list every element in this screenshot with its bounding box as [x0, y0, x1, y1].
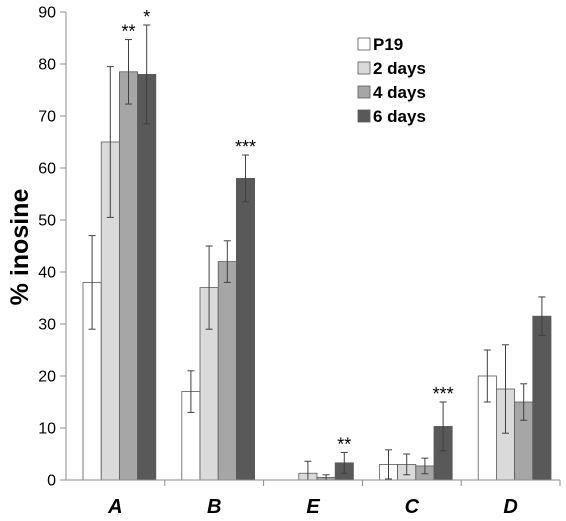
y-tick-label: 70 — [38, 109, 56, 126]
significance-label: ** — [121, 22, 135, 42]
y-tick-label: 30 — [38, 317, 56, 334]
x-category-label: A — [107, 496, 122, 518]
legend-label: 4 days — [373, 83, 426, 102]
legend-swatch — [357, 37, 371, 51]
error-bars — [88, 24, 546, 481]
significance-label: *** — [235, 137, 256, 157]
legend-swatch — [357, 85, 371, 99]
bar-4-days-b — [217, 261, 237, 481]
y-tick-label: 50 — [38, 213, 56, 230]
legend-swatch — [357, 61, 371, 75]
y-tick-label: 10 — [38, 421, 56, 438]
legend-label: 2 days — [373, 59, 426, 78]
y-tick-label: 90 — [38, 5, 56, 22]
legend-label: 6 days — [373, 107, 426, 126]
bar-4-days-a — [119, 71, 139, 481]
y-tick-label: 60 — [38, 161, 56, 178]
x-category-label: D — [503, 496, 517, 518]
y-tick-label: 20 — [38, 369, 56, 386]
legend-label: P19 — [373, 35, 403, 54]
y-axis-title-group: % inosine — [6, 189, 34, 306]
legend: P19 2 days 4 days 6 days — [357, 35, 426, 126]
significance-label: *** — [433, 384, 454, 404]
bar-6-days-a — [137, 74, 157, 481]
x-category-label: E — [306, 496, 320, 518]
x-category-label: B — [207, 496, 221, 518]
y-tick-label: 80 — [38, 57, 56, 74]
legend-swatch — [357, 109, 371, 123]
y-tick-label: 0 — [47, 473, 56, 490]
significance-labels: *********** — [121, 7, 453, 454]
bar-6-days-b — [235, 177, 255, 481]
bars — [82, 71, 552, 481]
y-tick-label: 40 — [38, 265, 56, 282]
y-axis-title: % inosine — [6, 189, 34, 306]
y-axis: 0 10 20 30 40 50 60 70 80 90 — [38, 5, 67, 490]
bar-6-days-d — [532, 315, 552, 481]
significance-label: * — [143, 7, 150, 27]
significance-label: ** — [337, 434, 351, 454]
x-category-label: C — [405, 496, 420, 518]
